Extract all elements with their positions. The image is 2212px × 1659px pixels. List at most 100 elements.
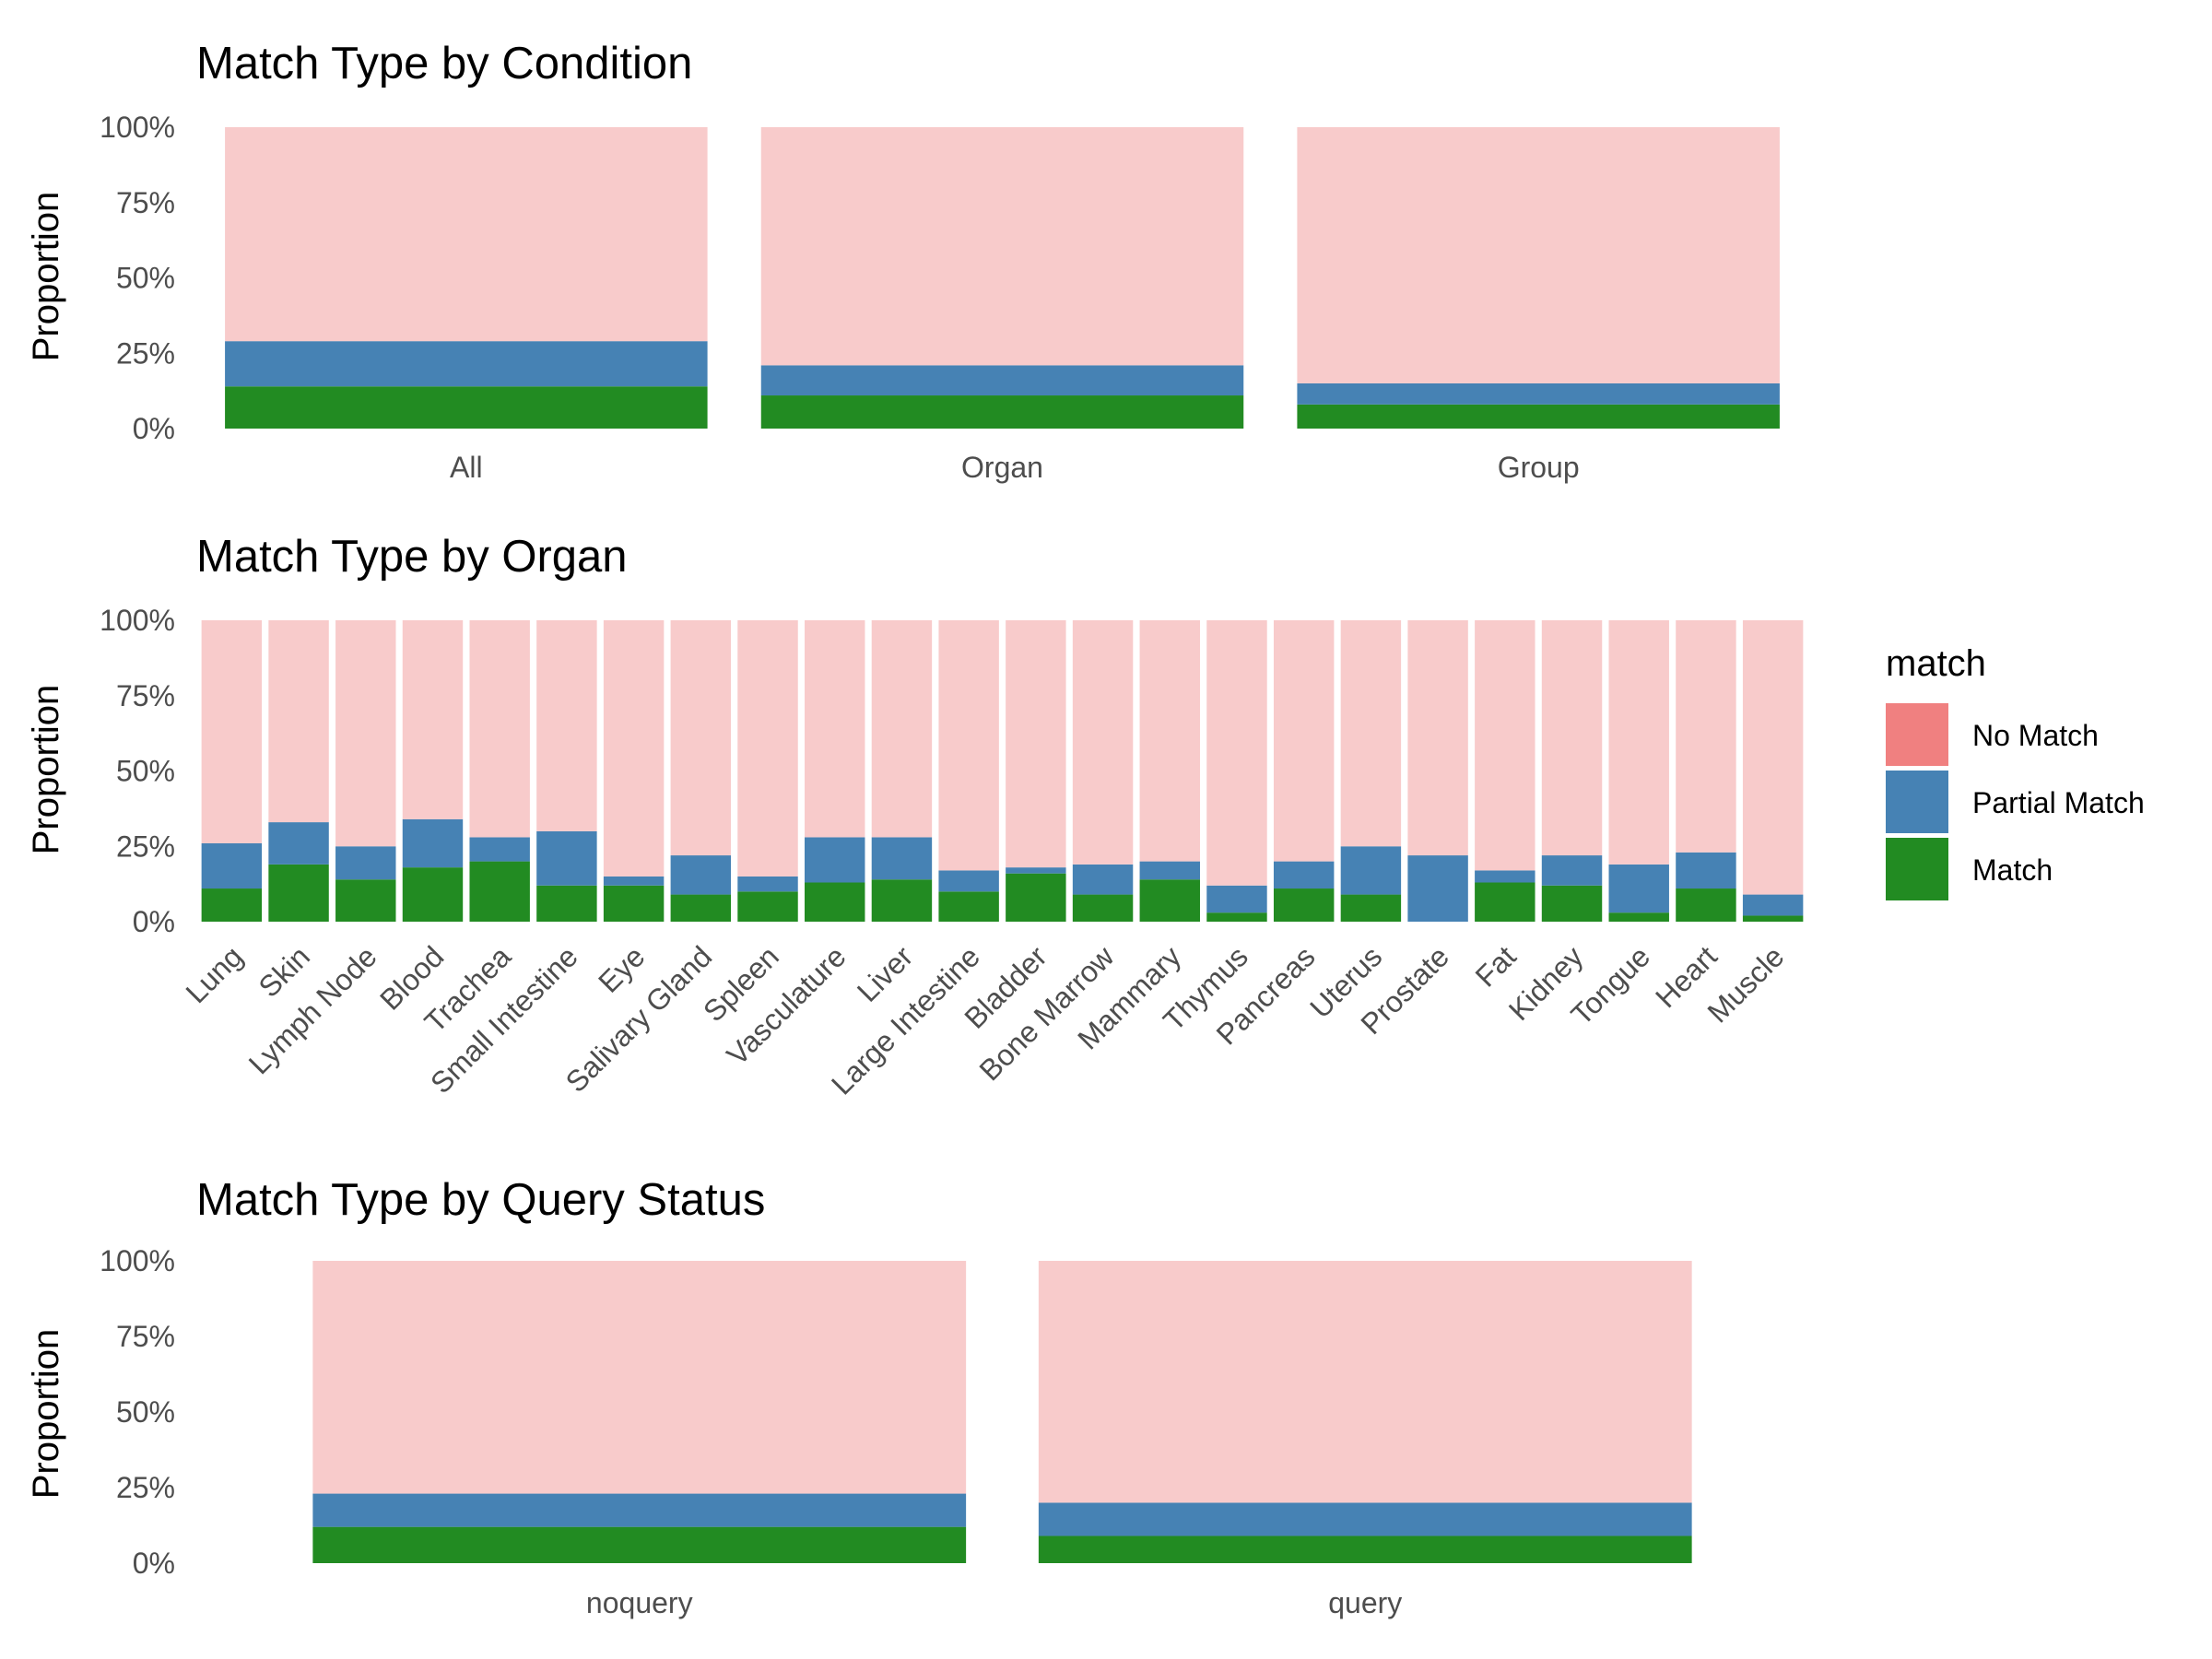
y-tick-label: 75% [116, 679, 175, 712]
bar-partial-match-salivary-gland [670, 855, 732, 895]
bar-no-match-tongue [1608, 620, 1669, 865]
bar-no-match-heart [1676, 620, 1736, 853]
bar-partial-match-prostate [1407, 855, 1468, 922]
y-axis-title: Proportion [26, 1329, 66, 1500]
bar-match-lung [201, 888, 263, 922]
legend-label-no-match: No Match [1972, 719, 2099, 752]
bar-match-thymus [1206, 912, 1267, 922]
legend-swatch-no-match [1886, 703, 1948, 766]
x-tick-label: Lung [180, 939, 250, 1009]
bar-partial-match-fat [1475, 870, 1535, 883]
bar-match-tongue [1608, 912, 1669, 922]
bar-partial-match-small-intestine [536, 830, 597, 886]
legend-title: match [1886, 643, 1986, 684]
legend-swatch-match [1886, 838, 1948, 900]
bar-partial-match-blood [402, 818, 464, 868]
bar-match-organ [760, 395, 1244, 429]
bar-match-spleen [737, 891, 798, 922]
bar-no-match-fat [1475, 620, 1535, 871]
bar-partial-match-lung [201, 842, 263, 889]
chart-title: Match Type by Organ [196, 532, 628, 582]
bar-no-match-large-intestine [938, 620, 999, 871]
bar-match-kidney [1541, 885, 1603, 922]
y-tick-label: 0% [133, 905, 175, 938]
bar-match-pancreas [1273, 888, 1335, 922]
y-tick-label: 25% [116, 830, 175, 863]
y-tick-label: 75% [116, 186, 175, 219]
bar-no-match-kidney [1541, 620, 1603, 856]
bar-match-skin [268, 864, 329, 922]
y-tick-label: 100% [100, 111, 175, 144]
bar-no-match-small-intestine [536, 620, 597, 831]
x-tick-label: Group [1498, 451, 1580, 484]
y-axis-title: Proportion [26, 685, 66, 855]
chart-title: Match Type by Query Status [196, 1175, 765, 1225]
bar-no-match-bone-marrow [1072, 620, 1134, 865]
bar-partial-match-skin [268, 822, 329, 865]
bar-no-match-group [1297, 127, 1780, 383]
legend-label-partial-match: Partial Match [1972, 786, 2145, 819]
bar-match-uterus [1340, 894, 1402, 922]
legend-label-match: Match [1972, 853, 2053, 887]
x-tick-label: Muscle [1700, 939, 1790, 1029]
y-tick-label: 50% [116, 755, 175, 788]
bar-partial-match-muscle [1742, 894, 1804, 916]
bar-match-heart [1676, 888, 1736, 922]
bar-partial-match-pancreas [1273, 861, 1335, 889]
organ-panel: Match Type by Organ Proportion 0% 25% 50% 75%… [26, 532, 1804, 1101]
bar-match-lymph-node [335, 879, 396, 922]
x-tick-label: All [450, 451, 483, 484]
bar-no-match-spleen [737, 620, 798, 877]
bar-match-muscle [1742, 915, 1804, 922]
bar-partial-match-liver [871, 837, 933, 880]
bar-match-group [1297, 404, 1780, 429]
bar-no-match-organ [760, 127, 1244, 366]
bar-no-match-bladder [1006, 620, 1066, 868]
bar-no-match-muscle [1742, 620, 1804, 895]
bar-no-match-lymph-node [335, 620, 396, 847]
bar-match-query [1038, 1535, 1692, 1563]
bar-no-match-noquery [312, 1261, 967, 1494]
bar-no-match-thymus [1206, 620, 1267, 886]
bar-partial-match-mammary [1139, 861, 1200, 880]
bar-match-mammary [1139, 879, 1200, 922]
bar-partial-match-heart [1676, 852, 1736, 889]
bar-no-match-lung [201, 620, 263, 843]
bar-match-noquery [312, 1526, 967, 1563]
y-tick-label: 0% [133, 1547, 175, 1580]
x-tick-label: noquery [586, 1586, 693, 1619]
bar-match-trachea [469, 861, 530, 922]
x-tick-label: Eye [592, 939, 651, 998]
bar-no-match-vasculature [805, 620, 865, 838]
bar-partial-match-organ [760, 365, 1244, 396]
y-tick-label: 100% [100, 604, 175, 637]
bar-no-match-liver [871, 620, 933, 838]
bar-no-match-all [225, 127, 708, 342]
bar-match-bladder [1006, 873, 1066, 922]
y-tick-label: 0% [133, 412, 175, 445]
y-tick-label: 50% [116, 262, 175, 295]
bar-no-match-prostate [1407, 620, 1468, 856]
legend: match No Match Partial Match Match [1886, 643, 2145, 900]
bar-no-match-eye [603, 620, 665, 877]
bar-match-blood [402, 867, 464, 922]
bar-no-match-trachea [469, 620, 530, 838]
bar-partial-match-eye [603, 876, 665, 886]
bar-no-match-uterus [1340, 620, 1402, 847]
bar-no-match-query [1038, 1261, 1692, 1503]
y-axis-title: Proportion [26, 192, 66, 362]
bar-partial-match-uterus [1340, 846, 1402, 895]
bar-partial-match-large-intestine [938, 870, 999, 892]
chart-title: Match Type by Condition [196, 39, 692, 88]
bar-no-match-mammary [1139, 620, 1200, 862]
x-tick-label: query [1328, 1586, 1402, 1619]
bar-partial-match-trachea [469, 837, 530, 862]
bar-match-small-intestine [536, 885, 597, 922]
bar-match-salivary-gland [670, 894, 732, 922]
bar-no-match-pancreas [1273, 620, 1335, 862]
bar-partial-match-noquery [312, 1493, 967, 1527]
bar-no-match-blood [402, 620, 464, 819]
legend-swatch-partial-match [1886, 771, 1948, 833]
query-status-panel: Match Type by Query Status Proportion 0% 25… [26, 1175, 1692, 1619]
